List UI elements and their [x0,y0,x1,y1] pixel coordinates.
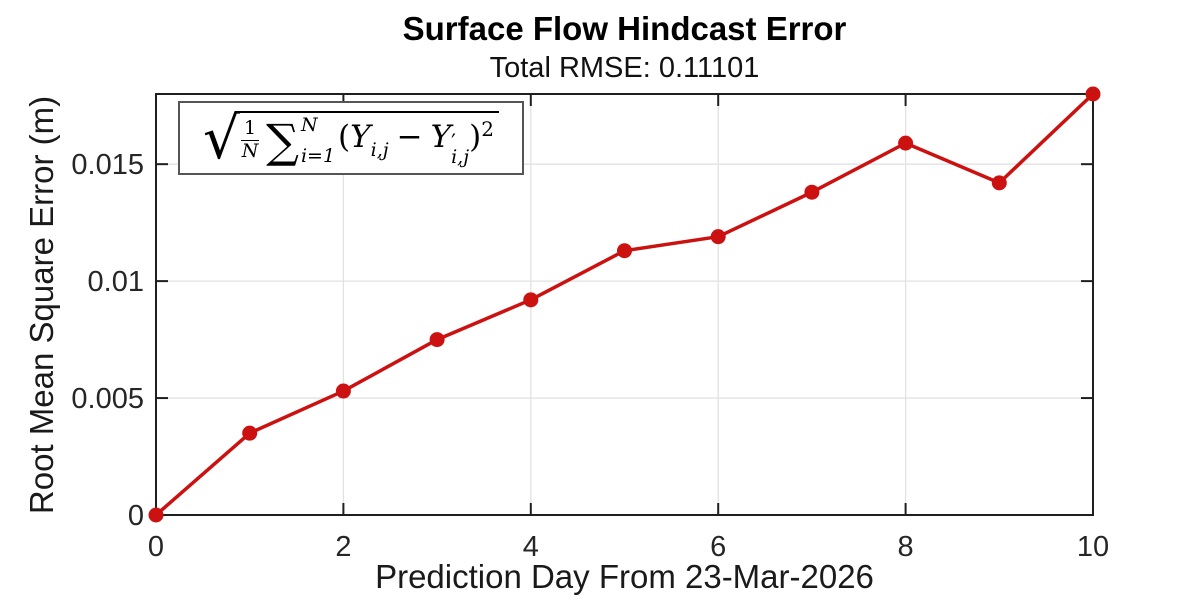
chart-title: Surface Flow Hindcast Error [402,10,847,47]
data-point-marker [804,184,820,200]
data-point-marker [148,507,164,523]
sum-upper-limit: N [300,113,318,136]
y-tick-label: 0.015 [71,149,144,181]
x-tick-label: 0 [148,531,164,563]
data-point-marker [991,175,1007,191]
y-tick-label: 0.005 [71,383,144,415]
y-tick-label: 0 [128,500,144,532]
x-tick-label: 8 [898,531,914,563]
data-point-marker [710,229,726,245]
data-point-marker [617,243,632,259]
prime-mark: ′ [451,129,456,154]
sigma-symbol: ∑ [266,113,299,168]
sum-lower-limit: i=1 [300,144,336,167]
summation: ∑ N i=1 [266,113,336,168]
fraction-1-over-N: 1 N [241,117,260,162]
data-point-marker [523,292,539,308]
data-point-marker [898,135,914,151]
data-point-marker [429,332,445,348]
x-tick-label: 6 [710,531,726,563]
x-axis-label: Prediction Day From 23-Mar-2026 [375,558,874,595]
y-axis-label: Root Mean Square Error (m) [23,95,60,515]
y-tick-label: 0.01 [88,266,144,298]
x-tick-label: 2 [335,531,351,563]
exponent: 2 [481,116,494,141]
data-point-marker [335,383,351,399]
x-tick-label: 10 [1077,531,1109,563]
data-point-marker [1085,86,1101,102]
plot-frame [155,93,1094,516]
chart-subtitle: Total RMSE: 0.11101 [489,52,760,84]
data-point-marker [242,425,258,441]
x-tick-label: 4 [523,531,539,563]
sqrt-radical-sign: √ [203,104,241,172]
